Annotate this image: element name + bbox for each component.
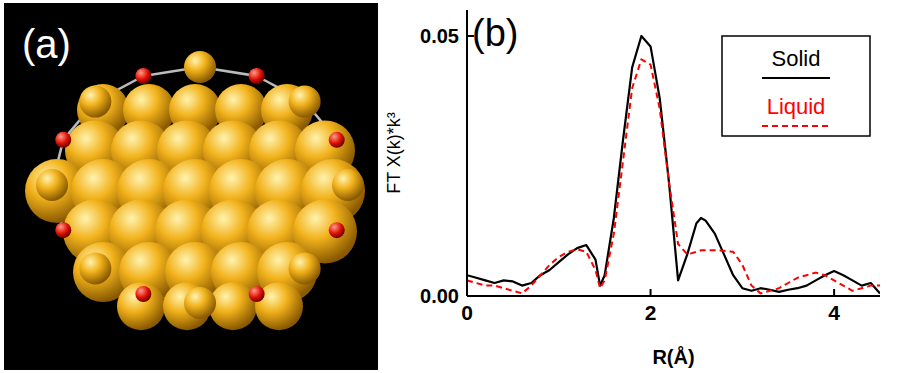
series-line: [467, 36, 880, 293]
sulfur-atom: [329, 132, 345, 148]
panel-label: (a): [22, 22, 71, 66]
sulfur-atom: [329, 222, 345, 238]
plot-lines: [467, 36, 880, 293]
x-axis-title: R(Å): [652, 345, 694, 368]
sulfur-atom: [55, 132, 71, 148]
x-tick: [833, 289, 835, 296]
x-tick-label: 4: [828, 301, 840, 324]
y-tick-label: 0.00: [420, 285, 459, 307]
legend-label: Liquid: [767, 94, 826, 119]
x-axis: [467, 295, 880, 297]
gold-atom: [209, 282, 257, 330]
x-tick: [466, 289, 468, 296]
gold-atom: [36, 169, 68, 201]
y-tick: [467, 295, 474, 297]
gold-atom: [79, 86, 111, 118]
x-tick-label: 0: [461, 301, 473, 324]
gold-atom: [184, 51, 216, 83]
ring-atoms: [36, 51, 364, 319]
sulfur-atom: [249, 286, 265, 302]
legend-swatch: [762, 125, 830, 127]
sulfur-atom: [249, 68, 265, 84]
gold-atom: [332, 169, 364, 201]
figure: (a) 0 2 4 0.00 0.05 R(Å) FT X(k)*k³ (b) Solid Liqu…: [0, 0, 899, 373]
panel-label: (b): [472, 12, 518, 54]
panel-b: 0 2 4 0.00 0.05 R(Å) FT X(k)*k³ (b) Solid Liquid: [384, 10, 880, 368]
sulfur-atom: [55, 222, 71, 238]
panel-a-background: [4, 3, 378, 370]
sulfur-atom: [135, 68, 151, 84]
panel-a: (a): [4, 3, 378, 370]
gold-atom: [289, 86, 321, 118]
sulfur-atom: [135, 286, 151, 302]
series-line: [467, 59, 880, 293]
y-axis-title: FT X(k)*k³: [384, 112, 404, 194]
gold-atom: [79, 252, 111, 284]
legend-box: [722, 36, 870, 136]
y-tick-label: 0.05: [420, 25, 459, 47]
x-tick-label: 2: [645, 301, 657, 324]
x-tick: [650, 289, 652, 296]
gold-atom: [117, 282, 165, 330]
gold-atom: [289, 252, 321, 284]
core-atoms: [25, 84, 365, 330]
legend: Solid Liquid: [722, 36, 870, 136]
gold-atom: [184, 287, 216, 319]
y-axis: [466, 10, 468, 296]
legend-swatch: [762, 77, 830, 79]
legend-label: Solid: [772, 46, 821, 71]
